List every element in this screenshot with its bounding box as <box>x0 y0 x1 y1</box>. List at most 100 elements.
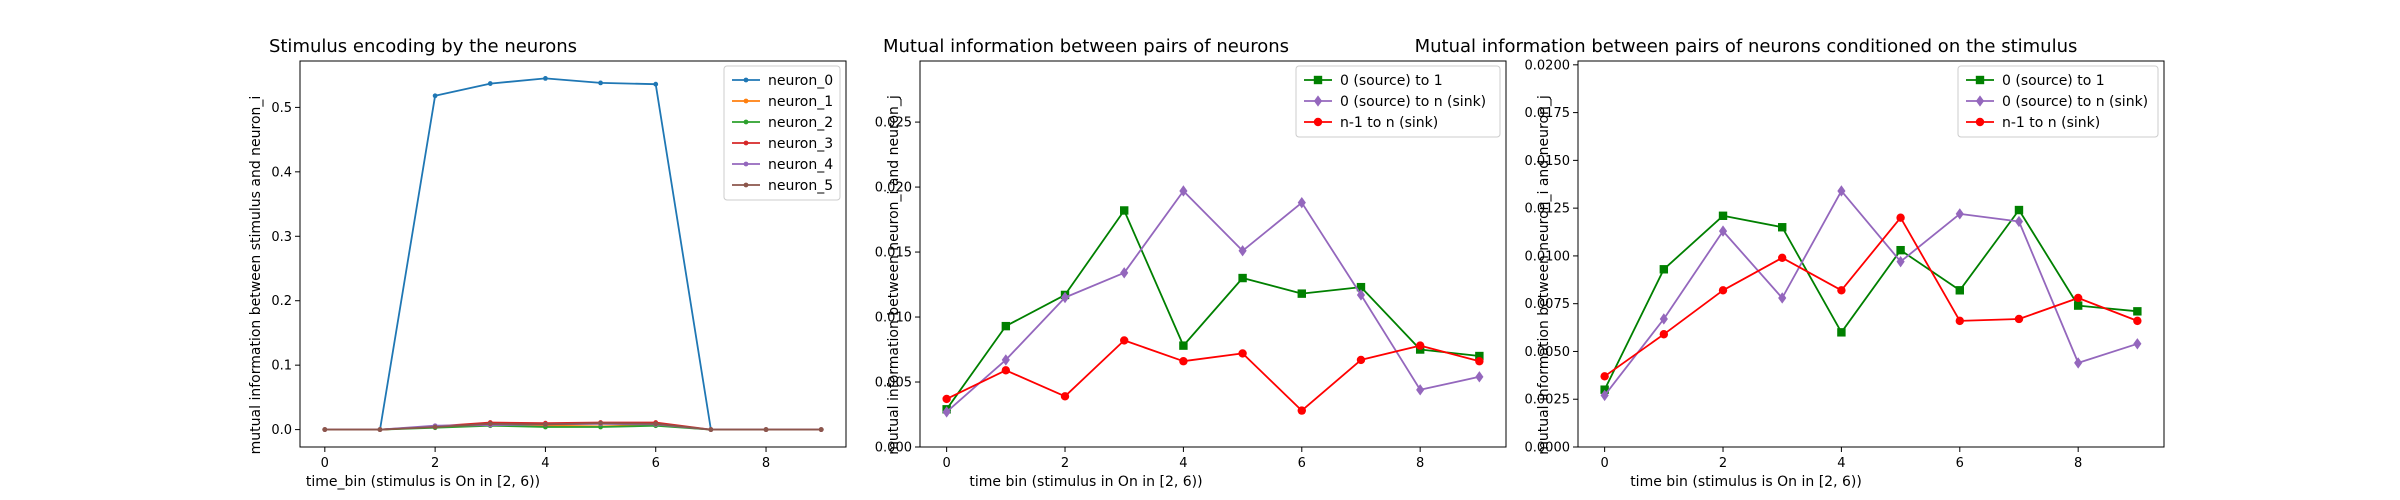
data-point <box>1600 385 1609 394</box>
data-point <box>1297 289 1306 298</box>
data-point <box>1001 354 1010 366</box>
data-point <box>487 421 493 427</box>
y-tick-label: 0.015 <box>875 246 912 261</box>
legend: neuron_0 neuron_1 neuron_2 neuron_3 neur… <box>732 73 833 194</box>
data-point <box>1475 351 1484 361</box>
series-line <box>946 339 1480 412</box>
y-tick-label: 0.0025 <box>1525 393 1571 408</box>
legend-marker <box>1975 117 1985 127</box>
legend-label: neuron_5 <box>768 178 833 194</box>
data-point <box>2074 357 2083 369</box>
data-point <box>1356 282 1366 292</box>
y-tick-label: 0.3 <box>271 230 292 245</box>
y-tick-label: 0.5 <box>271 101 292 116</box>
data-point <box>1718 286 1728 295</box>
legend-label: 0 (source) to n (sink) <box>1340 94 1486 110</box>
tick-labels: 0 2 4 6 8 0.0 0.1 0.2 0.3 0.4 0.5 <box>271 101 770 471</box>
legend-label: n-1 to n (sink) <box>1340 115 1438 131</box>
data-point <box>1238 349 1247 358</box>
data-point <box>1778 292 1787 304</box>
data-point <box>543 422 548 427</box>
data-point <box>1416 384 1425 396</box>
y-tick-label: 0.000 <box>875 441 912 456</box>
y-tick-label: 0.0075 <box>1525 297 1571 312</box>
chart-title: Stimulus encoding by the neurons <box>269 36 577 57</box>
series-line <box>946 190 1480 413</box>
panel-stimulus-encoding: Stimulus encoding by the neurons time_bi… <box>248 36 770 490</box>
data-point <box>1120 267 1129 279</box>
series-line <box>1604 216 2138 378</box>
axes-frame <box>299 60 847 448</box>
plot-area <box>915 60 1507 452</box>
legend-label: 0 (source) to 1 <box>1340 73 1443 89</box>
legend-marker <box>1975 75 1985 85</box>
y-tick-label: 0.4 <box>271 165 292 180</box>
x-tick-label: 2 <box>431 456 439 471</box>
data-point <box>1001 321 1011 331</box>
legend-box <box>1295 65 1501 138</box>
data-point <box>432 424 438 430</box>
data-point <box>1659 265 1669 274</box>
axes-frame <box>1577 60 2165 448</box>
data-point <box>1718 225 1728 237</box>
y-tick-label: 0.0125 <box>1525 202 1571 217</box>
data-point <box>1475 357 1484 366</box>
data-point <box>1238 273 1247 283</box>
data-point <box>763 427 769 433</box>
data-point <box>1001 366 1011 375</box>
y-tick-label: 0.020 <box>875 181 912 196</box>
y-axis-label: mutual information between neuron_i and … <box>1536 95 1552 455</box>
y-tick-label: 0.2 <box>271 294 292 309</box>
data-point <box>1475 371 1484 383</box>
panel-pairwise-mutual-information: Mutual information between pairs of neur… <box>875 36 1425 490</box>
x-tick-label: 0 <box>1600 456 1608 471</box>
legend-box <box>723 65 841 201</box>
legend-marker <box>743 182 749 188</box>
data-point <box>1120 206 1129 215</box>
x-tick-label: 4 <box>541 456 549 471</box>
data-point <box>2014 215 2024 228</box>
legend-label: neuron_3 <box>768 136 833 152</box>
data-point <box>1356 355 1366 365</box>
y-tick-label: 0.025 <box>875 116 912 131</box>
x-tick-label: 2 <box>1719 456 1727 471</box>
series-line <box>324 422 822 431</box>
legend-marker <box>1313 117 1323 127</box>
x-tick-label: 6 <box>652 456 660 471</box>
plot-area <box>1573 60 2165 452</box>
data-point <box>432 93 438 99</box>
x-tick-label: 4 <box>1179 456 1187 471</box>
legend: 0 (source) to 1 0 (source) to n (sink) n… <box>1966 73 2148 131</box>
data-point <box>1600 389 1609 402</box>
axes-frame <box>919 60 1507 448</box>
x-tick-label: 6 <box>1956 456 1964 471</box>
data-point <box>377 427 383 433</box>
data-point <box>2014 314 2024 324</box>
data-point <box>322 427 328 433</box>
legend-label: neuron_4 <box>768 157 833 173</box>
data-point <box>2133 316 2142 326</box>
data-point <box>1060 392 1070 401</box>
series-line <box>1603 189 2138 396</box>
plot-area <box>295 60 847 452</box>
data-point <box>1297 406 1306 415</box>
legend-label: neuron_0 <box>768 73 833 89</box>
x-tick-label: 0 <box>321 456 329 471</box>
data-point <box>818 427 824 433</box>
data-point <box>1896 245 1905 255</box>
y-tick-label: 0.0200 <box>1525 58 1571 73</box>
legend-label: 0 (source) to n (sink) <box>2002 94 2148 110</box>
data-point <box>1600 372 1609 381</box>
tick-labels: 0 2 4 6 8 0.0000 0.0025 0.0050 0.0075 0.… <box>1525 58 2083 471</box>
y-tick-label: 0.0050 <box>1525 345 1571 360</box>
legend-marker <box>743 119 749 125</box>
legend: 0 (source) to 1 0 (source) to n (sink) n… <box>1304 73 1486 131</box>
x-axis-label: time bin (stimulus is On in [2, 6)) <box>1630 474 1862 490</box>
y-tick-label: 0.0000 <box>1525 441 1571 456</box>
data-point <box>1837 328 1846 337</box>
y-tick-label: 0.0175 <box>1525 106 1571 121</box>
data-point <box>942 406 951 418</box>
data-point <box>1238 245 1247 257</box>
chart-title: Mutual information between pairs of neur… <box>883 36 1289 57</box>
